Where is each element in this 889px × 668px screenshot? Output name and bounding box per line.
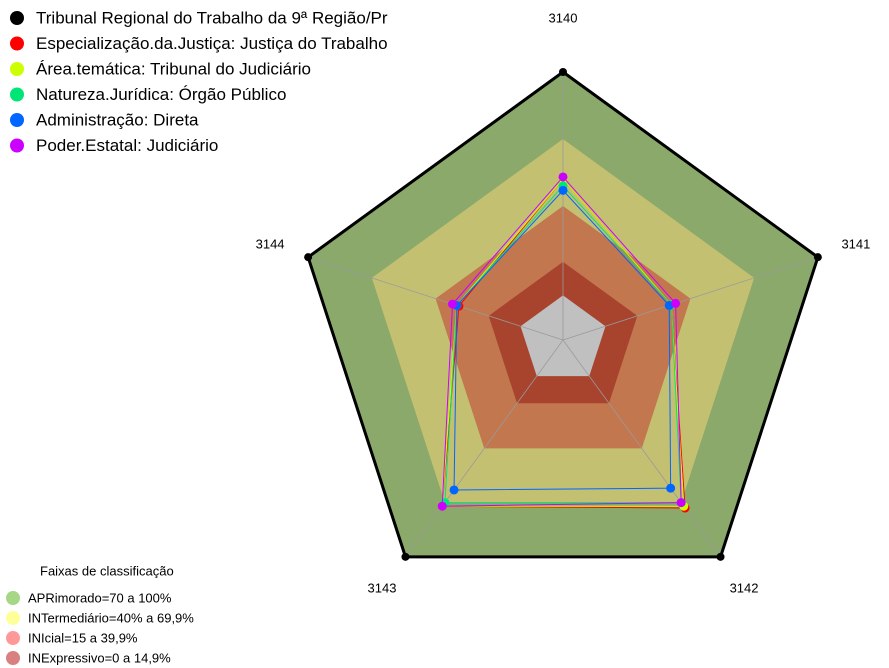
legend-label: Tribunal Regional do Trabalho da 9ª Regi… xyxy=(36,8,388,27)
spoke xyxy=(405,339,564,558)
band-legend-label: INExpressivo=0 a 14,9% xyxy=(28,650,171,665)
legend-swatch xyxy=(10,87,24,102)
series-marker xyxy=(558,172,568,182)
series-line xyxy=(444,185,682,504)
series-marker xyxy=(558,185,568,195)
category-label: 3144 xyxy=(256,236,285,251)
series-line xyxy=(441,176,682,507)
legend-label: Administração: Direta xyxy=(36,110,199,129)
series-marker xyxy=(449,485,459,495)
category-label: 3141 xyxy=(841,236,870,251)
band-legend-label: INTermediário=40% a 69,9% xyxy=(28,610,194,625)
category-label: 3143 xyxy=(368,581,397,596)
bands-title: Faixas de classificação xyxy=(40,563,174,578)
series-line xyxy=(441,178,685,507)
series-marker xyxy=(401,552,410,561)
legend-swatch xyxy=(10,11,24,25)
series-marker xyxy=(676,498,686,508)
series-marker xyxy=(716,552,725,561)
series-marker xyxy=(437,501,447,511)
band-legend-swatch xyxy=(6,611,20,625)
category-label: 3142 xyxy=(730,581,759,596)
legend-swatch xyxy=(10,113,24,127)
series-marker xyxy=(671,298,681,308)
spoke xyxy=(307,256,564,341)
band-legend-label: INIcial=15 a 39,9% xyxy=(28,630,138,645)
band-legend-swatch xyxy=(6,591,20,605)
spoke xyxy=(562,339,721,558)
band-legend-swatch xyxy=(6,631,20,645)
legend-label: Área.temática: Tribunal do Judiciário xyxy=(36,59,311,78)
series-marker xyxy=(813,253,822,262)
legend-label: Especialização.da.Justiça: Justiça do Tr… xyxy=(36,34,388,53)
spoke xyxy=(562,256,819,341)
series-line xyxy=(453,189,672,491)
series-marker xyxy=(304,253,313,262)
legend-swatch xyxy=(10,36,24,51)
category-label: 3140 xyxy=(549,10,578,25)
legend-swatch xyxy=(10,62,24,76)
legend-label: Poder.Estatal: Judiciário xyxy=(36,136,218,155)
series-marker xyxy=(666,483,676,493)
band-legend-swatch xyxy=(6,651,20,665)
series-marker xyxy=(448,299,458,309)
legend-swatch xyxy=(10,138,24,153)
band-legend-label: APRimorado=70 a 100% xyxy=(28,590,172,605)
series-line xyxy=(306,70,820,559)
legend-label: Natureza.Jurídica: Órgão Público xyxy=(36,85,286,104)
series-marker xyxy=(559,68,567,76)
